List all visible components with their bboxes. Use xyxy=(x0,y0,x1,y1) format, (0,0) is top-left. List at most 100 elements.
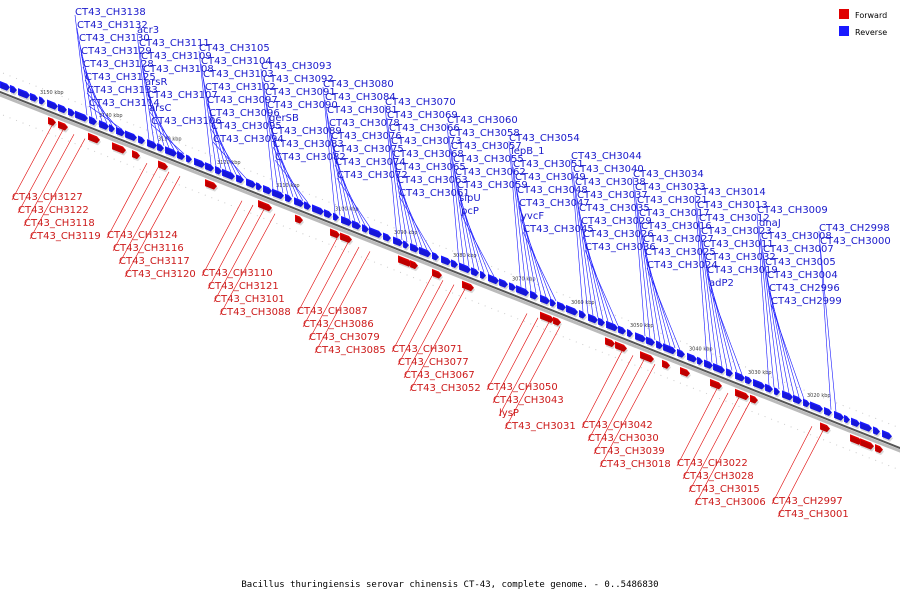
forward-gene-label: CT43_CH3052 xyxy=(410,383,481,394)
gene-shadow xyxy=(273,190,285,202)
reverse-gene-label: CT43_CH2999 xyxy=(771,296,842,307)
reverse-gene-leader xyxy=(708,285,743,375)
reverse-gene-leader xyxy=(760,238,780,390)
gene-shadow xyxy=(411,262,419,272)
gene-shadow xyxy=(647,338,656,348)
reverse-gene-arrow xyxy=(58,103,67,114)
reverse-gene-arrow xyxy=(656,340,663,350)
reverse-gene-arrow xyxy=(713,363,725,374)
forward-gene-leader xyxy=(11,125,53,201)
reverse-gene-arrow xyxy=(635,332,646,343)
forward-gene-label: CT43_CH3031 xyxy=(505,421,576,432)
reverse-gene-arrow xyxy=(272,188,284,200)
reverse-gene-label: CT43_CH3051 xyxy=(513,159,584,170)
reverse-gene-leader xyxy=(634,189,651,339)
reverse-gene-leader xyxy=(644,254,676,349)
gene-shadow xyxy=(69,109,76,119)
gene-shadow xyxy=(247,180,257,191)
reverse-gene-label: CT43_CH3009 xyxy=(757,205,828,216)
reverse-gene-leader xyxy=(144,84,170,148)
gene-shadow xyxy=(331,230,341,241)
reverse-gene-leader xyxy=(266,107,289,195)
reverse-gene-arrow xyxy=(147,139,157,149)
reverse-gene-arrow xyxy=(765,383,773,393)
gene-shadow xyxy=(286,195,293,205)
forward-gene-arrow xyxy=(398,255,412,267)
gene-shadow xyxy=(845,416,851,426)
reverse-gene-label: CT43_CH3076 xyxy=(331,131,402,142)
reverse-gene-arrow xyxy=(285,193,292,203)
reverse-gene-leader xyxy=(704,259,733,371)
reverse-gene-arrow xyxy=(663,343,676,355)
reverse-gene-label: CT43_CH3017 xyxy=(639,208,710,219)
forward-gene-label: CT43_CH3101 xyxy=(214,294,285,305)
reverse-gene-leader xyxy=(260,68,274,189)
reverse-gene-label: CT43_CH3040 xyxy=(573,164,644,175)
reverse-gene-leader xyxy=(698,220,718,365)
forward-gene-label: CT43_CH3042 xyxy=(582,420,653,431)
gene-shadow xyxy=(363,226,370,235)
reverse-gene-arrow xyxy=(263,185,272,195)
reverse-gene-label: CT43_CH3059 xyxy=(457,180,528,191)
legend: Forward Reverse xyxy=(839,9,887,37)
reverse-gene-label: CT43_CH3008 xyxy=(761,231,832,242)
forward-gene-label: CT43_CH3117 xyxy=(119,256,190,267)
forward-gene-arrow xyxy=(158,160,168,171)
reverse-gene-arrow xyxy=(205,162,214,172)
tick-label: 3030 kbp xyxy=(748,370,772,376)
gene-shadow xyxy=(804,400,811,410)
reverse-gene-arrow xyxy=(215,166,222,175)
gene-shadow xyxy=(794,396,803,407)
reverse-gene-leader xyxy=(82,66,108,124)
forward-gene-leader xyxy=(581,350,623,429)
gene-shadow xyxy=(783,392,794,403)
forward-gene-arrow xyxy=(640,351,654,363)
reverse-gene-arrow xyxy=(369,226,382,238)
gene-shadow xyxy=(305,203,312,212)
reverse-gene-arrow xyxy=(488,274,499,285)
gene-shadow xyxy=(711,380,723,392)
reverse-gene-label: CT43_CH3073 xyxy=(391,136,462,147)
reverse-gene-leader xyxy=(636,202,656,341)
reverse-gene-label: CT43_CH3044 xyxy=(571,151,642,162)
gene-shadow xyxy=(876,446,884,456)
leader-layer xyxy=(11,14,837,518)
reverse-gene-arrow xyxy=(509,282,516,291)
gene-shadow xyxy=(59,105,68,116)
reverse-gene-leader xyxy=(756,212,770,386)
tick-label: 3020 kbp xyxy=(807,393,831,399)
reverse-gene-label: yvcF xyxy=(521,211,544,222)
gene-shadow xyxy=(158,145,165,154)
reverse-gene-label: acr3 xyxy=(137,25,159,36)
gene-shadow xyxy=(404,242,410,251)
gene-shadow xyxy=(825,408,833,418)
reverse-gene-arrow xyxy=(312,204,324,215)
forward-gene-arrow xyxy=(540,311,554,323)
gene-shadow xyxy=(472,269,480,279)
gene-shadow xyxy=(551,300,557,309)
reverse-gene-arrow xyxy=(89,116,97,126)
reverse-gene-label: CT43_CH3055 xyxy=(453,154,524,165)
reverse-gene-label: arsR xyxy=(145,77,167,88)
reverse-gene-arrow xyxy=(18,88,30,99)
reverse-gene-label: CT43_CH3074 xyxy=(335,157,406,168)
gene-shadow xyxy=(334,214,340,223)
forward-gene-arrow xyxy=(432,268,442,279)
reverse-gene-arrow xyxy=(10,84,17,94)
reverse-gene-leader xyxy=(694,194,708,361)
backbone-layer xyxy=(0,71,900,471)
forward-gene-leader xyxy=(682,392,729,480)
gene-shadow xyxy=(541,296,551,307)
tick-label: 3070 kbp xyxy=(512,277,536,283)
reverse-gene-arrow xyxy=(745,375,752,385)
gene-shadow xyxy=(133,152,141,162)
forward-gene-leader xyxy=(486,313,528,391)
gene-shadow xyxy=(411,245,420,255)
reverse-gene-label: CT43_CH3070 xyxy=(385,97,456,108)
reverse-gene-label: lepB_1 xyxy=(511,146,545,157)
forward-gene-label: CT43_CH3039 xyxy=(594,446,665,457)
reverse-gene-arrow xyxy=(441,255,451,266)
reverse-gene-leader xyxy=(448,135,465,265)
reverse-gene-arrow xyxy=(362,224,369,233)
gene-shadow xyxy=(90,118,98,128)
